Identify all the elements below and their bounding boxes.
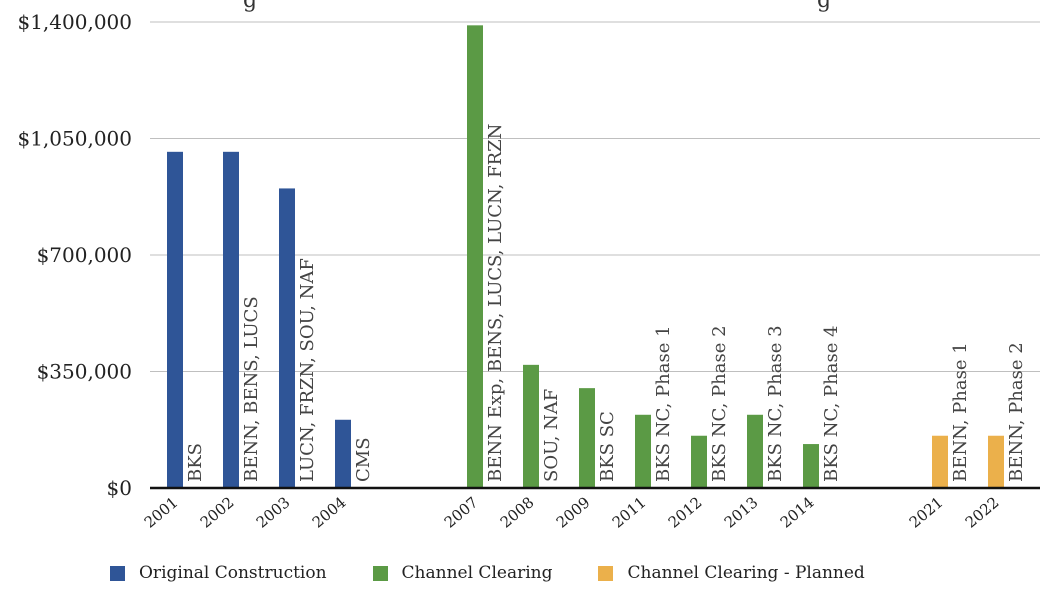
bar-label-2013: BKS NC, Phase 3 bbox=[765, 325, 786, 482]
bar-label-2021: BENN, Phase 1 bbox=[950, 342, 971, 482]
bar-2012 bbox=[691, 435, 707, 488]
x-tick-label-2022: 2022 bbox=[962, 493, 1003, 531]
title-fragment-left: g bbox=[243, 0, 258, 13]
bar-2011 bbox=[635, 414, 651, 488]
x-tick-label-2008: 2008 bbox=[497, 493, 538, 531]
bar-label-2004: CMS bbox=[353, 437, 374, 482]
y-tick-label: $700,000 bbox=[37, 243, 132, 267]
legend-item-channel-clearing-planned: Channel Clearing - Planned bbox=[598, 563, 865, 583]
x-tick-label-2013: 2013 bbox=[721, 493, 762, 531]
grid-layer bbox=[150, 21, 1040, 372]
bar-label-2007: BENN Exp, BENS, LUCS, LUCN, FRZN bbox=[485, 124, 506, 482]
x-tick-label-2011: 2011 bbox=[609, 493, 650, 531]
bar-layer bbox=[167, 25, 1004, 489]
x-tick-label-2012: 2012 bbox=[665, 493, 706, 531]
bar-2001 bbox=[167, 151, 183, 489]
bar-2013 bbox=[747, 414, 763, 488]
x-tick-label-2002: 2002 bbox=[197, 493, 238, 531]
legend-item-channel-clearing: Channel Clearing bbox=[372, 563, 553, 583]
x-tick-label-2007: 2007 bbox=[441, 493, 482, 531]
x-axis-ticks: 2001 2002 2003 2004 2007 2008 2009 2011 2012 2013… bbox=[141, 493, 1003, 531]
title-fragment-right: g bbox=[817, 0, 832, 13]
bar-2022 bbox=[988, 435, 1004, 488]
bar-label-2003: LUCN, FRZN, SOU, NAF bbox=[297, 258, 318, 482]
x-tick-label-2003: 2003 bbox=[253, 493, 294, 531]
bar-label-2011: BKS NC, Phase 1 bbox=[653, 325, 674, 482]
bar-2002 bbox=[223, 151, 239, 489]
legend: Original Construction Channel Clearing C… bbox=[110, 563, 911, 583]
legend-swatch-channel-clearing-planned bbox=[598, 565, 614, 581]
bar-label-2012: BKS NC, Phase 2 bbox=[709, 325, 730, 482]
bar-label-2009: BKS SC bbox=[597, 411, 618, 482]
bar-2021 bbox=[932, 435, 948, 488]
legend-swatch-channel-clearing bbox=[372, 565, 388, 581]
y-tick-label: $1,050,000 bbox=[17, 127, 132, 151]
bar-label-2008: SOU, NAF bbox=[541, 389, 562, 482]
x-tick-label-2021: 2021 bbox=[906, 493, 947, 531]
x-tick-label-2009: 2009 bbox=[553, 493, 594, 531]
y-tick-label: $350,000 bbox=[37, 360, 132, 384]
y-tick-label: $1,400,000 bbox=[17, 10, 132, 34]
y-tick-label: $0 bbox=[107, 476, 132, 500]
legend-label-channel-clearing: Channel Clearing bbox=[401, 563, 553, 583]
bar-label-2002: BENN, BENS, LUCS bbox=[241, 296, 262, 482]
bar-2004 bbox=[335, 419, 351, 488]
x-tick-label-2004: 2004 bbox=[309, 493, 350, 531]
bar-2008 bbox=[523, 364, 539, 488]
x-tick-label-2001: 2001 bbox=[141, 493, 182, 531]
bar-2014 bbox=[803, 444, 819, 488]
legend-label-original-construction: Original Construction bbox=[139, 563, 327, 583]
legend-item-original-construction: Original Construction bbox=[110, 563, 327, 583]
bar-label-2022: BENN, Phase 2 bbox=[1006, 342, 1027, 482]
bar-label-2014: BKS NC, Phase 4 bbox=[821, 325, 842, 482]
legend-swatch-original-construction bbox=[110, 565, 125, 581]
bar-label-layer: BKS BENN, BENS, LUCS LUCN, FRZN, SOU, NAF C… bbox=[185, 124, 1027, 482]
y-axis-ticks: $0 $350,000 $700,000 $1,050,000 $1,400,000 bbox=[17, 10, 132, 500]
bar-2009 bbox=[579, 388, 595, 488]
bar-label-2001: BKS bbox=[185, 443, 206, 482]
legend-label-channel-clearing-planned: Channel Clearing - Planned bbox=[627, 563, 865, 583]
bar-2007 bbox=[467, 25, 483, 488]
x-tick-label-2014: 2014 bbox=[777, 493, 818, 531]
bar-2003 bbox=[279, 188, 295, 488]
